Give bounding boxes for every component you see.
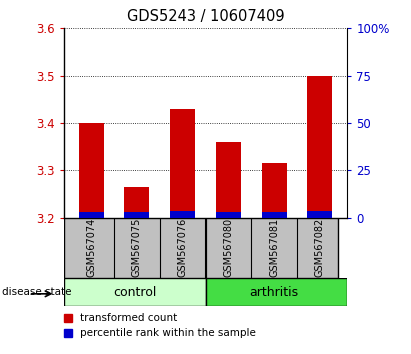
Text: GDS5243 / 10607409: GDS5243 / 10607409: [127, 9, 284, 24]
Bar: [170, 109, 195, 218]
Bar: [216, 212, 241, 218]
Text: GSM567081: GSM567081: [269, 218, 279, 278]
Bar: [206, 278, 347, 306]
Bar: [64, 278, 206, 306]
Bar: [79, 212, 104, 218]
Text: control: control: [113, 286, 156, 298]
Text: disease state: disease state: [2, 287, 72, 297]
Bar: [124, 187, 150, 218]
Legend: transformed count, percentile rank within the sample: transformed count, percentile rank withi…: [64, 313, 256, 338]
Text: arthritis: arthritis: [249, 286, 299, 298]
Bar: [261, 163, 287, 218]
Bar: [261, 212, 287, 218]
Text: GSM567074: GSM567074: [86, 218, 96, 278]
Text: GSM567082: GSM567082: [315, 218, 325, 278]
Bar: [124, 212, 150, 218]
Text: GSM567075: GSM567075: [132, 218, 142, 278]
Text: GSM567076: GSM567076: [178, 218, 188, 278]
Bar: [307, 76, 332, 218]
Bar: [79, 123, 104, 218]
Bar: [216, 142, 241, 218]
Text: GSM567080: GSM567080: [223, 218, 233, 278]
Bar: [307, 211, 332, 218]
Bar: [170, 211, 195, 218]
